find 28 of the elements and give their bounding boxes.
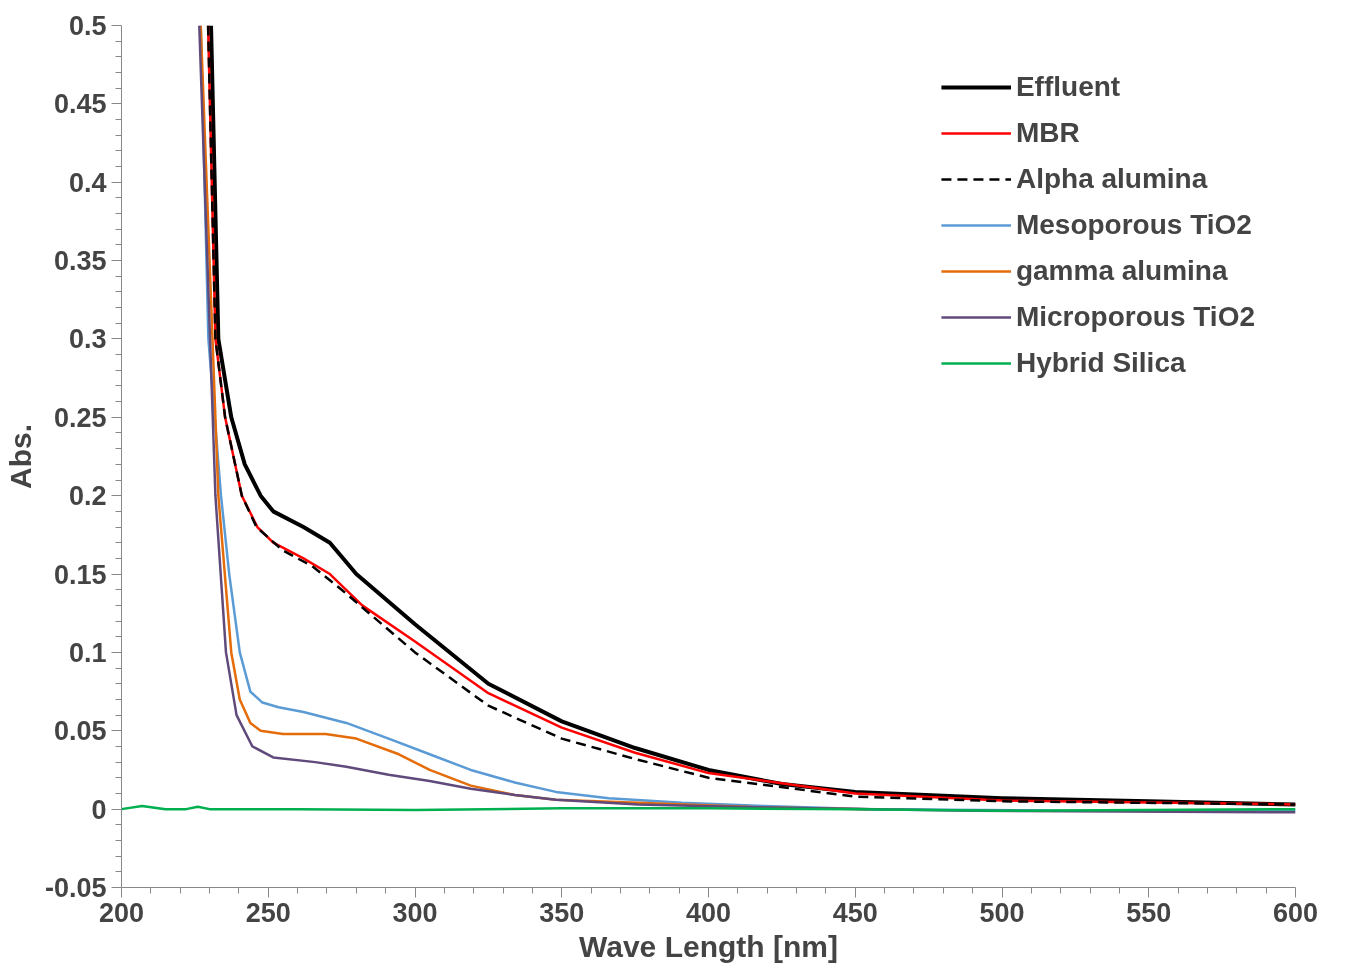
x-tick-label: 550 bbox=[1126, 897, 1172, 928]
legend-label: Hybrid Silica bbox=[1015, 346, 1186, 380]
y-tick-label: 0.1 bbox=[68, 637, 107, 668]
x-tick-label: 300 bbox=[392, 897, 438, 928]
y-tick-label: 0.4 bbox=[68, 167, 107, 198]
y-tick-label: 0.5 bbox=[68, 11, 107, 41]
y-tick-label: 0 bbox=[91, 794, 107, 825]
y-tick-label: 0.35 bbox=[53, 246, 107, 277]
x-tick-label: 350 bbox=[539, 897, 585, 928]
legend-label: Alpha alumina bbox=[1015, 162, 1208, 196]
x-tick-label: 450 bbox=[832, 897, 878, 928]
x-tick-label: 500 bbox=[979, 897, 1025, 928]
legend-label: gamma alumina bbox=[1015, 254, 1228, 288]
y-tick-label: 0.45 bbox=[53, 89, 107, 120]
legend-label: MBR bbox=[1015, 116, 1080, 150]
y-tick-label: 0.3 bbox=[68, 324, 107, 355]
legend-label: Effluent bbox=[1015, 70, 1121, 104]
x-tick-label: 400 bbox=[685, 897, 732, 928]
y-tick-label: 0.05 bbox=[53, 716, 107, 747]
y-tick-label: 0.25 bbox=[53, 402, 107, 433]
y-axis-title: Abs. bbox=[3, 423, 37, 489]
x-axis-title: Wave Length [nm] bbox=[579, 929, 838, 963]
legend-label: Mesoporous TiO2 bbox=[1015, 208, 1252, 242]
x-tick-label: 250 bbox=[245, 897, 291, 928]
y-tick-label: 0.2 bbox=[68, 481, 107, 512]
legend-label: Microporous TiO2 bbox=[1015, 300, 1255, 334]
y-tick-label: 0.15 bbox=[53, 559, 107, 590]
x-tick-label: 600 bbox=[1272, 897, 1319, 928]
